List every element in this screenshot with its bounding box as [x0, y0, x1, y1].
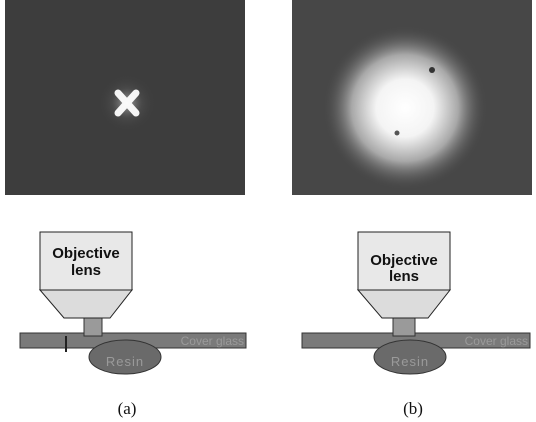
resin-label: Resin	[391, 354, 429, 369]
cover-glass-label: Cover glass	[465, 334, 528, 348]
caption: (a)	[118, 399, 137, 418]
resin-label: Resin	[106, 354, 144, 369]
image-a	[5, 0, 245, 195]
figure: Objective lens Cover glass Resin (a) Obj…	[0, 0, 536, 422]
caption: (b)	[403, 399, 423, 418]
cover-glass-label: Cover glass	[181, 334, 244, 348]
objective-label: lens	[71, 262, 101, 279]
objective-label: Objective	[370, 252, 438, 269]
objective-label: lens	[389, 268, 419, 285]
diagram-b: Objective lens Cover glass Resin (b)	[302, 232, 530, 418]
diagram-a: Objective lens Cover glass Resin (a)	[20, 232, 246, 418]
objective-label: Objective	[52, 245, 120, 262]
image-b	[292, 0, 532, 195]
